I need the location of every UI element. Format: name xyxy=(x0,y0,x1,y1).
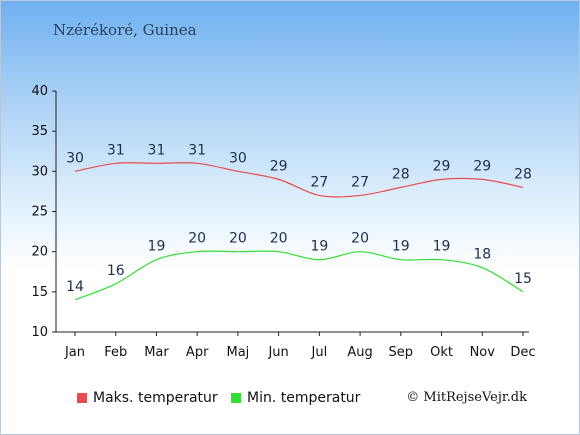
legend-swatch-max xyxy=(77,393,87,403)
legend-swatch-min xyxy=(231,393,241,403)
y-tick-label: 15 xyxy=(31,285,48,300)
x-tick-label: Okt xyxy=(430,345,453,360)
data-label: 31 xyxy=(188,142,206,158)
y-tick-label: 30 xyxy=(31,164,48,179)
data-label: 19 xyxy=(392,239,410,255)
data-label: 28 xyxy=(514,166,532,182)
data-label: 28 xyxy=(392,166,410,182)
chart-title: Nzérékoré, Guinea xyxy=(53,21,197,39)
series-lines xyxy=(74,162,524,301)
x-tick-label: Sep xyxy=(389,345,414,360)
x-tick-label: Jan xyxy=(64,345,85,360)
data-label: 30 xyxy=(229,150,247,166)
x-tick-label: Jun xyxy=(267,345,288,360)
data-label: 14 xyxy=(66,279,84,295)
data-label: 19 xyxy=(310,239,328,255)
data-label: 19 xyxy=(433,239,451,255)
copyright-text: © MitRejseVejr.dk xyxy=(406,390,527,405)
x-tick-label: Apr xyxy=(186,345,209,360)
series-line-1 xyxy=(74,250,524,301)
data-label: 29 xyxy=(433,158,451,174)
data-label: 20 xyxy=(229,231,247,247)
x-tick-label: Nov xyxy=(470,345,496,360)
y-tick-label: 40 xyxy=(31,84,48,99)
data-label: 30 xyxy=(66,150,84,166)
series-line-0 xyxy=(74,162,524,198)
y-tick-label: 20 xyxy=(31,245,48,260)
data-label: 18 xyxy=(473,247,491,263)
data-label: 31 xyxy=(148,142,166,158)
data-label: 20 xyxy=(188,231,206,247)
legend-item-min: Min. temperatur xyxy=(231,390,360,406)
x-tick-label: Dec xyxy=(510,345,535,360)
data-label: 20 xyxy=(351,231,369,247)
y-tick-label: 35 xyxy=(31,124,48,139)
data-label: 15 xyxy=(514,271,532,287)
data-label: 29 xyxy=(473,158,491,174)
data-label: 16 xyxy=(107,263,125,279)
data-label: 20 xyxy=(270,231,288,247)
data-label: 27 xyxy=(310,174,328,190)
data-label: 31 xyxy=(107,142,125,158)
x-tick-label: Aug xyxy=(347,345,372,360)
data-label: 27 xyxy=(351,174,369,190)
data-labels: 30 31 31 31 30 29 27 27 28 29 29 28 14 16 19 20 20 20 19 20… xyxy=(66,142,532,295)
legend-label-min: Min. temperatur xyxy=(247,390,361,406)
x-tick-label: Jul xyxy=(311,345,328,360)
axes: 10 15 20 25 30 35 40 Jan Feb Mar Apr Maj Jun Jul Aug Se… xyxy=(31,84,535,360)
legend-label-max: Maks. temperatur xyxy=(93,390,218,406)
data-label: 19 xyxy=(148,239,166,255)
legend-item-max: Maks. temperatur xyxy=(77,390,218,406)
y-tick-label: 10 xyxy=(31,325,48,340)
x-tick-label: Maj xyxy=(227,345,250,360)
data-label: 29 xyxy=(270,158,288,174)
x-tick-label: Feb xyxy=(104,345,127,360)
x-tick-label: Mar xyxy=(144,345,169,360)
y-tick-label: 25 xyxy=(31,205,48,220)
